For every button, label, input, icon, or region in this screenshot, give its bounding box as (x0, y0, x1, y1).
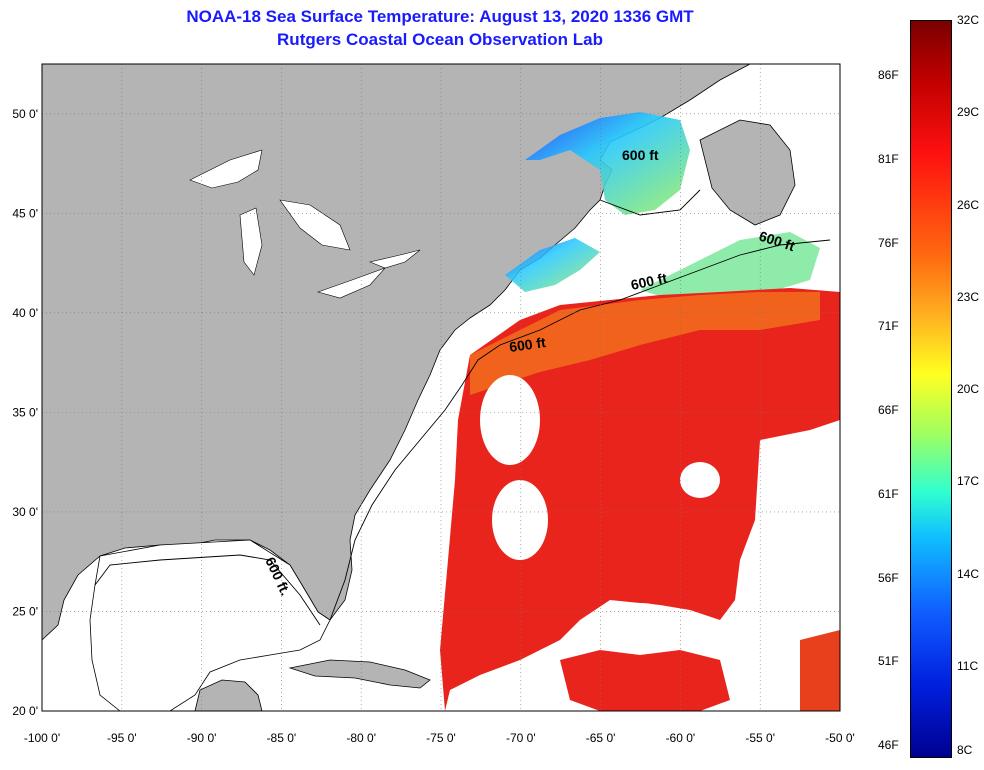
longitude-label: -60 0' (666, 731, 696, 745)
gulf-of-mexico (89, 539, 331, 712)
graticule (42, 64, 840, 711)
celsius-label: 29C (957, 105, 980, 120)
southern-sst-patch (560, 650, 730, 711)
cuba-land (288, 659, 431, 689)
latitude-label: 40 0' (12, 306, 38, 320)
newfoundland-land (699, 119, 796, 226)
latitude-label: 30 0' (12, 505, 38, 519)
fahrenheit-label: 66F (878, 403, 899, 417)
longitude-label: -95 0' (107, 731, 137, 745)
map-subtitle: Rutgers Coastal Ocean Observation Lab (277, 30, 603, 49)
fahrenheit-label: 86F (878, 68, 899, 82)
celsius-label: 11C (957, 658, 979, 673)
fahrenheit-label: 61F (878, 486, 899, 501)
longitude-label: -100 0' (24, 731, 60, 745)
gulf-st-lawrence-sst (525, 112, 690, 215)
contour-label-scotian: 600 ft (629, 270, 668, 293)
latitude-label: 50 0' (12, 107, 38, 121)
cloud-gaps (480, 375, 720, 647)
longitude-label: -70 0' (506, 731, 536, 745)
celsius-label: 17C (957, 474, 980, 489)
isobath-600ft (94, 189, 831, 626)
map-frame (41, 63, 841, 712)
longitude-label: -75 0' (426, 731, 456, 745)
contour-label-midatlantic: 600 ft (508, 334, 547, 355)
celsius-label: 8C (957, 743, 973, 757)
eastern-sst-patch (800, 630, 840, 711)
great-lakes (189, 149, 421, 299)
fahrenheit-label: 81F (878, 151, 899, 166)
longitude-label: -90 0' (187, 731, 217, 745)
fahrenheit-label: 71F (878, 319, 899, 334)
longitude-label: -50 0' (825, 731, 855, 745)
gulf-of-maine-sst (505, 238, 600, 292)
latitude-label: 45 0' (12, 206, 38, 220)
longitude-labels: -100 0' -95 0' -90 0' -85 0' -80 0' -75 0' -70… (24, 731, 855, 745)
fahrenheit-label: 46F (878, 738, 899, 752)
longitude-label: -55 0' (745, 731, 775, 745)
longitude-label: -80 0' (346, 731, 376, 745)
celsius-label: 14C (957, 566, 980, 581)
fahrenheit-label: 56F (878, 570, 899, 585)
celsius-label: 20C (957, 382, 980, 396)
longitude-label: -85 0' (267, 731, 297, 745)
celsius-label: 23C (957, 289, 980, 304)
contour-label-stlawrence: 600 ft (622, 147, 659, 163)
longitude-label: -65 0' (586, 731, 616, 745)
celsius-label: 26C (957, 197, 980, 212)
orange-sst-band (470, 292, 820, 395)
latitude-label: 20 0' (12, 704, 38, 718)
temperature-colorbar (910, 20, 952, 758)
latitude-label: 35 0' (12, 405, 38, 419)
fahrenheit-label: 51F (878, 654, 899, 669)
scotian-shelf-sst (640, 232, 820, 302)
celsius-label: 32C (957, 13, 980, 27)
map-title: NOAA-18 Sea Surface Temperature: August … (186, 7, 694, 26)
warm-sst-field (440, 288, 840, 711)
latitude-labels: 50 0' 45 0' 40 0' 35 0' 30 0' 25 0' 20 0' (12, 107, 38, 718)
fahrenheit-label: 76F (878, 235, 899, 250)
latitude-label: 25 0' (12, 604, 38, 618)
